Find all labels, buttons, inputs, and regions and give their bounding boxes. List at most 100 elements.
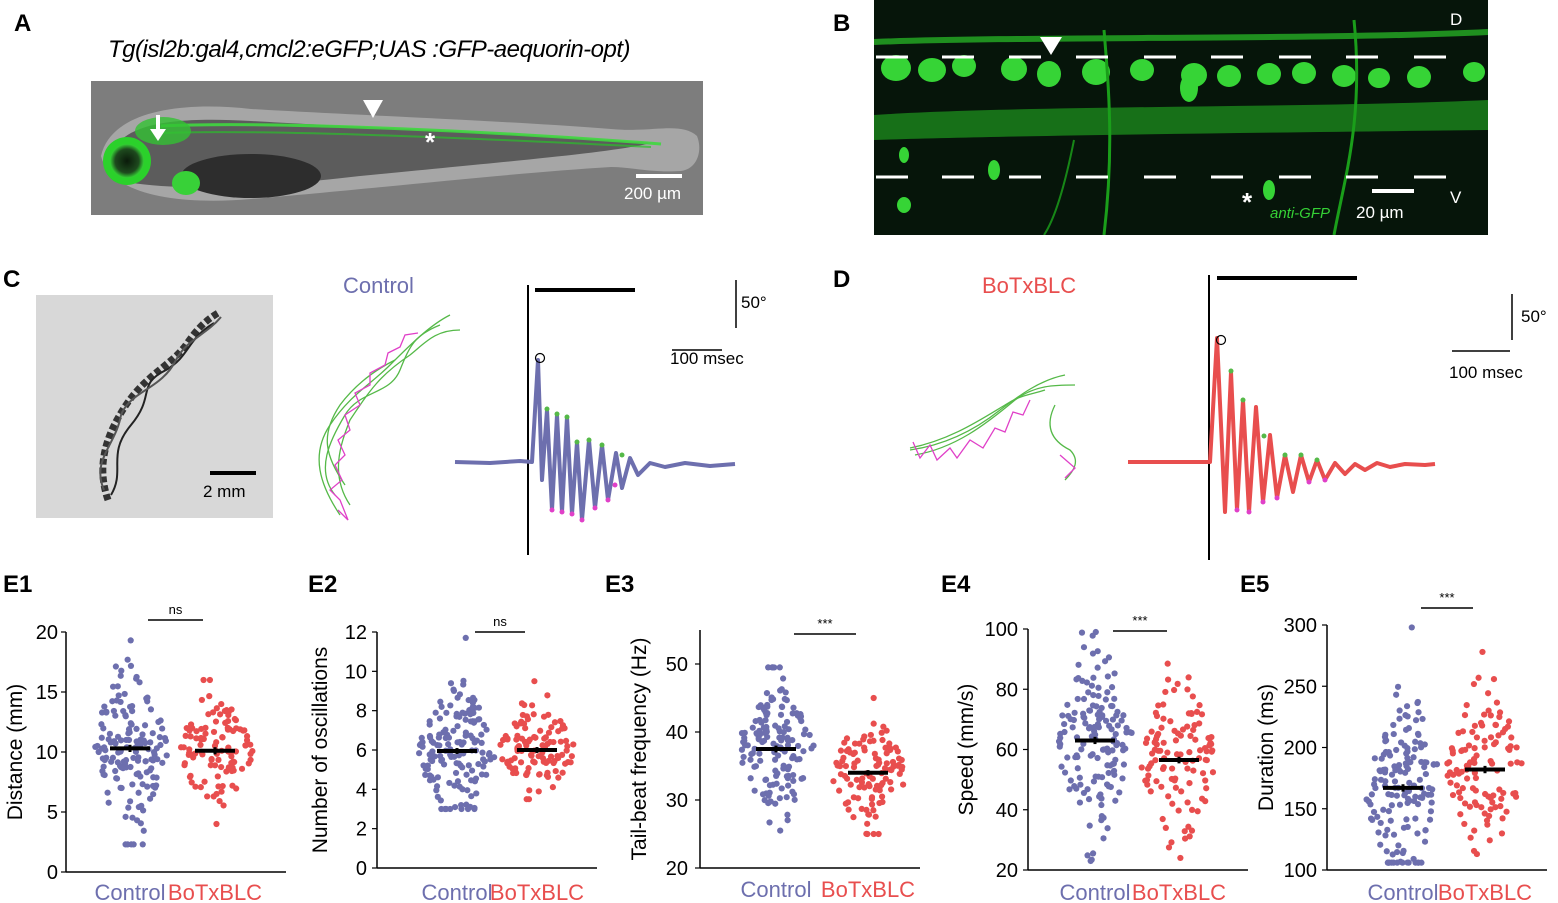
data-point — [198, 696, 205, 704]
data-point — [117, 784, 124, 791]
data-point — [1372, 784, 1379, 792]
data-point — [775, 725, 782, 732]
data-point — [748, 751, 755, 758]
data-point — [1196, 702, 1203, 709]
data-point — [544, 773, 552, 781]
data-point — [426, 772, 433, 779]
data-point — [557, 738, 564, 745]
data-point — [741, 737, 748, 744]
data-point — [1502, 725, 1509, 733]
data-point — [521, 701, 528, 709]
data-point — [1111, 670, 1118, 677]
data-point — [127, 763, 134, 771]
data-point — [868, 801, 876, 808]
data-point — [1487, 734, 1495, 741]
data-point — [851, 760, 858, 767]
data-point — [232, 717, 240, 724]
significance-label: *** — [1439, 590, 1454, 605]
data-point — [469, 699, 476, 706]
data-point — [480, 721, 487, 729]
data-point — [144, 694, 151, 701]
data-point — [1489, 799, 1496, 806]
data-point — [766, 819, 773, 826]
data-point — [853, 776, 860, 783]
scale-label: 200 µm — [624, 184, 682, 203]
data-point — [213, 820, 220, 828]
data-point — [200, 676, 207, 684]
data-point — [1490, 675, 1498, 683]
data-point — [460, 677, 467, 684]
data-point — [468, 777, 475, 784]
data-point — [147, 739, 154, 746]
data-point — [228, 753, 235, 760]
data-point — [106, 730, 113, 737]
data-point — [109, 683, 117, 690]
data-point — [769, 664, 777, 671]
data-point — [775, 752, 782, 759]
panel-letter-d: D — [833, 266, 851, 293]
data-point — [1109, 716, 1117, 723]
data-point — [122, 813, 129, 820]
data-point — [1487, 712, 1494, 719]
data-point — [1393, 691, 1400, 698]
data-point — [749, 724, 756, 731]
data-point — [110, 707, 117, 715]
data-point — [434, 774, 441, 781]
data-point — [424, 762, 431, 769]
data-point — [1061, 720, 1068, 728]
data-point — [1461, 711, 1469, 719]
data-point — [859, 775, 866, 782]
data-point — [1396, 715, 1403, 722]
data-point — [475, 704, 483, 711]
data-point — [468, 767, 476, 774]
data-point — [105, 799, 112, 806]
data-point — [157, 717, 164, 724]
data-point — [1202, 777, 1209, 784]
data-point — [429, 757, 436, 765]
data-point — [447, 680, 455, 687]
data-point — [564, 743, 571, 750]
data-point — [450, 687, 458, 694]
data-point — [499, 756, 506, 763]
data-point — [1092, 773, 1099, 780]
data-point — [1414, 801, 1422, 808]
data-point — [1201, 744, 1209, 752]
control-tail-angle-trace — [454, 280, 737, 555]
data-point — [542, 734, 549, 741]
data-point — [568, 753, 575, 760]
y-tick-label: 4 — [356, 779, 367, 801]
data-point — [461, 710, 468, 717]
data-point — [1518, 760, 1525, 767]
data-point — [218, 788, 225, 795]
data-point — [1485, 707, 1492, 714]
data-point — [188, 779, 195, 786]
data-point — [1095, 692, 1102, 700]
data-point — [790, 791, 798, 798]
data-point — [1471, 745, 1478, 752]
data-point — [537, 727, 544, 734]
data-point — [1412, 738, 1419, 745]
data-point — [1077, 781, 1084, 788]
data-point — [206, 676, 213, 684]
data-point — [511, 720, 518, 727]
data-point — [1123, 724, 1130, 732]
data-point — [840, 754, 847, 761]
data-point — [791, 796, 798, 803]
data-point — [187, 733, 194, 740]
data-point — [1457, 794, 1464, 802]
data-point — [557, 718, 564, 725]
data-point — [228, 706, 235, 713]
data-point — [229, 764, 236, 771]
botx-trajectory — [909, 374, 1077, 481]
data-point — [535, 788, 542, 795]
data-point — [836, 787, 843, 794]
data-point — [779, 734, 786, 742]
data-point — [783, 794, 790, 801]
y-tick-label: 150 — [1284, 799, 1317, 821]
data-point — [137, 773, 144, 780]
data-point — [861, 784, 868, 791]
data-point — [789, 755, 796, 762]
data-point — [140, 827, 147, 834]
data-point — [426, 734, 434, 741]
data-point — [222, 719, 229, 727]
